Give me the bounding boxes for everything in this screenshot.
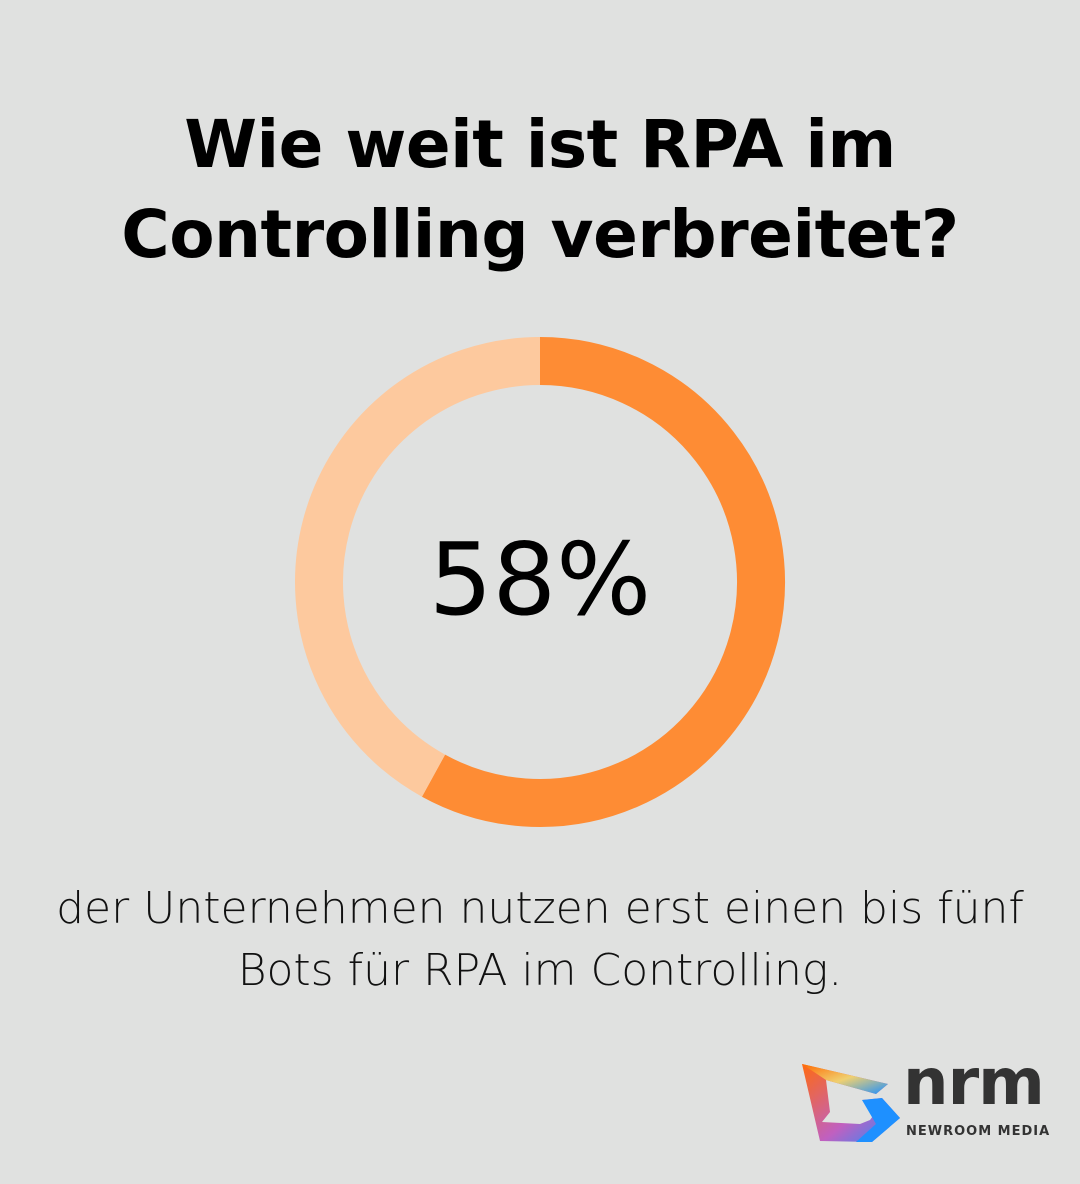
caption-line-2: Bots für RPA im Controlling.: [237, 945, 843, 996]
caption-line-1: der Unternehmen nutzen erst einen bis fü…: [56, 883, 1024, 934]
logo-subtitle: NEWROOM MEDIA: [906, 1124, 1051, 1139]
title-line-1: Wie weit ist RPA im: [184, 106, 896, 183]
newroom-media-logo: nrm NEWROOM MEDIA: [800, 1046, 1051, 1147]
title-line-2: Controlling verbreitet?: [121, 196, 959, 273]
logo-text: nrm: [903, 1046, 1045, 1120]
donut-segment-highlight: [422, 337, 785, 827]
donut-segment-remainder: [295, 337, 541, 797]
donut-chart: [295, 337, 785, 827]
caption: der Unternehmen nutzen erst einen bis fü…: [0, 878, 1080, 1002]
logo-mark-icon: [802, 1064, 900, 1142]
page-title: Wie weit ist RPA im Controlling verbreit…: [0, 100, 1080, 280]
center-value: 58%: [428, 521, 652, 638]
